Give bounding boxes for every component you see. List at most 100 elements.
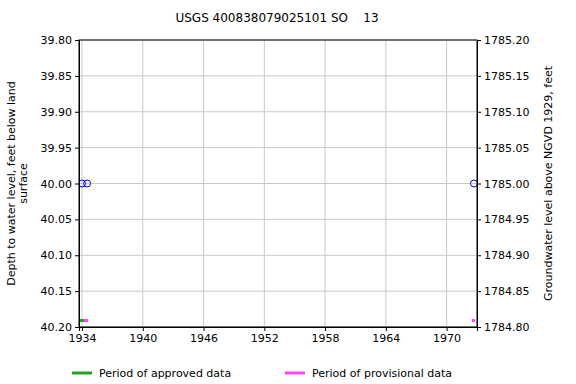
tick: 1784.95 bbox=[477, 213, 530, 226]
tick-label: 1958 bbox=[312, 332, 340, 345]
tick: 1785.10 bbox=[477, 106, 530, 119]
tick-mark bbox=[386, 327, 387, 331]
tick-label: 40.15 bbox=[41, 285, 73, 298]
axis-line bbox=[478, 41, 482, 328]
tick-label: 39.85 bbox=[41, 70, 73, 83]
y2-axis-title: Groundwater level above NGVD 1929, feet bbox=[542, 65, 555, 301]
tick-mark bbox=[477, 327, 481, 328]
tick: 1934 bbox=[69, 327, 97, 345]
grid-line bbox=[79, 255, 477, 256]
tick: 1784.90 bbox=[477, 249, 530, 262]
plot-area bbox=[79, 180, 477, 322]
data-point bbox=[84, 180, 91, 187]
legend-label: Period of approved data bbox=[99, 367, 231, 380]
tick-mark bbox=[477, 148, 481, 149]
tick-label: 1785.05 bbox=[484, 142, 530, 155]
tick: 39.90 bbox=[41, 106, 80, 119]
tick-label: 1784.85 bbox=[484, 285, 530, 298]
tick: 1785.15 bbox=[477, 70, 530, 83]
tick-mark bbox=[477, 291, 481, 292]
grid-line bbox=[79, 111, 477, 112]
axis-line bbox=[80, 328, 478, 332]
grid-line bbox=[79, 147, 477, 148]
grid-line bbox=[79, 219, 477, 220]
grid-line bbox=[79, 291, 477, 292]
legend-label: Period of provisional data bbox=[312, 367, 452, 380]
grid-line bbox=[79, 183, 477, 184]
legend-swatch bbox=[285, 372, 305, 375]
tick-label: 1964 bbox=[372, 332, 400, 345]
period-bar bbox=[472, 319, 475, 322]
tick-mark bbox=[75, 112, 79, 113]
tick-mark bbox=[477, 76, 481, 77]
tick-label: 1784.90 bbox=[484, 249, 530, 262]
plot-frame bbox=[79, 40, 477, 327]
y-axis: 39.80 39.85 39.90 39.95 40.00 40.05 40.10 40.15… bbox=[41, 34, 80, 334]
tick: 1785.05 bbox=[477, 142, 530, 155]
tick-label: 1946 bbox=[190, 332, 218, 345]
tick-label: 40.20 bbox=[41, 321, 73, 334]
tick-label: 39.90 bbox=[41, 106, 73, 119]
tick-label: 1785.15 bbox=[484, 70, 530, 83]
tick-label: 40.05 bbox=[41, 213, 73, 226]
tick: 1940 bbox=[129, 327, 157, 345]
legend-item: Period of approved data bbox=[72, 367, 231, 380]
tick: 1785.20 bbox=[477, 34, 530, 47]
tick-label: 1784.80 bbox=[484, 321, 530, 334]
tick-mark bbox=[75, 76, 79, 77]
y2-axis: 1785.20 1785.15 1785.10 1785.05 1785.00 1784.… bbox=[477, 34, 530, 334]
data-point bbox=[470, 180, 477, 187]
tick-mark bbox=[75, 291, 79, 292]
tick: 39.80 bbox=[41, 34, 80, 47]
tick: 1785.00 bbox=[477, 178, 530, 191]
tick-mark bbox=[75, 255, 79, 256]
tick-label: 1785.10 bbox=[484, 106, 530, 119]
tick-label: 39.80 bbox=[41, 34, 73, 47]
tick: 40.05 bbox=[41, 213, 80, 226]
y-axis-title: surface bbox=[17, 163, 30, 204]
tick: 1784.80 bbox=[477, 321, 530, 334]
tick: 1946 bbox=[190, 327, 218, 345]
tick-mark bbox=[82, 327, 83, 331]
title: USGS 400838079025101 SO 13 bbox=[175, 11, 378, 25]
tick: 39.85 bbox=[41, 70, 80, 83]
tick-label: 1934 bbox=[69, 332, 97, 345]
tick-label: 40.00 bbox=[41, 178, 73, 191]
tick-mark bbox=[75, 40, 79, 41]
tick: 39.95 bbox=[41, 142, 80, 155]
grid-line bbox=[79, 75, 477, 76]
tick-mark bbox=[75, 327, 79, 328]
tick-label: 1785.20 bbox=[484, 34, 530, 47]
tick-mark bbox=[477, 255, 481, 256]
tick: 1784.85 bbox=[477, 285, 530, 298]
tick-label: 39.95 bbox=[41, 142, 73, 155]
tick-label: 1940 bbox=[129, 332, 157, 345]
period-bar bbox=[84, 319, 88, 322]
tick-mark bbox=[75, 148, 79, 149]
legend-item: Period of provisional data bbox=[285, 367, 452, 380]
tick-label: 1970 bbox=[433, 332, 461, 345]
tick: 1958 bbox=[312, 327, 340, 345]
tick: 40.00 bbox=[41, 178, 80, 191]
tick-label: 1952 bbox=[251, 332, 279, 345]
tick: 40.10 bbox=[41, 249, 80, 262]
x-axis: 1934 1940 1946 1952 1958 1964 1970 bbox=[69, 327, 478, 345]
tick: 1970 bbox=[433, 327, 461, 345]
tick-mark bbox=[75, 219, 79, 220]
tick: 40.15 bbox=[41, 285, 80, 298]
grid bbox=[79, 40, 477, 327]
tick: 1952 bbox=[251, 327, 279, 345]
tick: 1964 bbox=[372, 327, 400, 345]
tick-mark bbox=[477, 112, 481, 113]
tick-mark bbox=[264, 327, 265, 331]
tick-mark bbox=[447, 327, 448, 331]
tick-mark bbox=[143, 327, 144, 331]
tick-label: 1785.00 bbox=[484, 178, 530, 191]
tick-mark bbox=[204, 327, 205, 331]
tick: 40.20 bbox=[41, 321, 80, 334]
tick-mark bbox=[477, 219, 481, 220]
tick-mark bbox=[75, 184, 79, 185]
period-bar bbox=[80, 319, 84, 322]
tick-mark bbox=[477, 40, 481, 41]
chart: 193419401946195219581964197039.8039.8539… bbox=[0, 0, 576, 384]
